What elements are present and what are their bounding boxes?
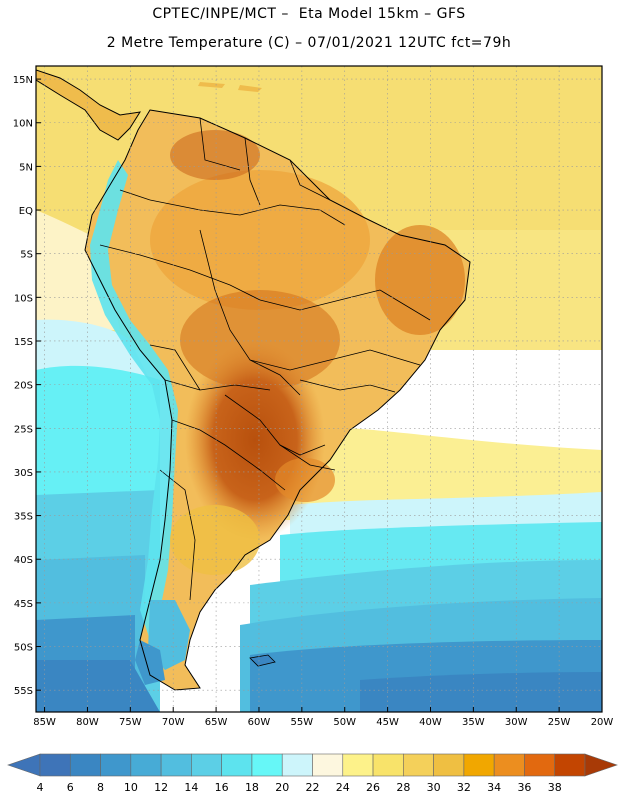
colorbar-label: 8: [97, 781, 104, 794]
lat-label: 55S: [14, 686, 33, 697]
longitude-labels: 85W 80W 75W 70W 65W 60W 55W 50W 45W 40W 35W 30W 25W 2…: [33, 707, 613, 728]
colorbar-swatch: [403, 753, 434, 777]
colorbar-label: 22: [306, 781, 320, 794]
lon-label: 35W: [462, 717, 485, 728]
colorbar-label: 34: [487, 781, 501, 794]
coastline: [84, 109, 471, 691]
lon-label: 60W: [248, 717, 271, 728]
colorbar-label: 24: [336, 781, 350, 794]
colorbar-swatch: [130, 753, 162, 777]
andes-cold-strip: [90, 160, 178, 640]
colorbar-swatch: [251, 753, 283, 777]
colorbar-label: 4: [37, 781, 44, 794]
colorbar-right-arrow: [584, 753, 618, 777]
lon-label: 80W: [76, 717, 99, 728]
colorbar-swatch: [372, 753, 404, 777]
country-borders: [99, 117, 431, 601]
lon-label: 50W: [333, 717, 356, 728]
colorbar-left-arrow: [7, 753, 41, 777]
colorbar-swatch: [281, 753, 313, 777]
lon-label: 40W: [419, 717, 442, 728]
colorbar-label: 20: [275, 781, 289, 794]
colorbar-swatch: [433, 753, 465, 777]
colorbar-swatch: [342, 753, 374, 777]
colorbar-swatch: [312, 753, 344, 777]
colorbar-swatch: [493, 753, 525, 777]
colorbar-label: 32: [457, 781, 471, 794]
colorbar-swatch: [463, 753, 495, 777]
lat-label: 45S: [14, 599, 33, 610]
colorbar-label: 12: [154, 781, 168, 794]
far-south-cold: [135, 640, 165, 685]
colorbar-label: 10: [124, 781, 138, 794]
lon-label: 70W: [162, 717, 185, 728]
uruguay-warm: [275, 458, 335, 502]
falkland-islands: [249, 654, 276, 667]
lat-label: 15S: [14, 337, 33, 348]
colorbar-label: 28: [396, 781, 410, 794]
lat-label: 40S: [14, 555, 33, 566]
amazon-warm: [150, 170, 370, 310]
pacific-band-3: [36, 365, 160, 520]
colorbar-swatch: [554, 753, 586, 777]
lat-label: 15N: [13, 75, 33, 86]
central-america-coast: [36, 69, 141, 141]
lat-label: 30S: [14, 468, 33, 479]
lat-label: 5N: [19, 162, 33, 173]
caribbean-islands: [198, 82, 262, 92]
colorbar-label: 18: [245, 781, 259, 794]
latitude-labels: 15N 10N 5N EQ 5S 10S 15S 20S 25S 30S 35S 40S 45S 50S 5…: [13, 75, 41, 697]
colorbar-label: 30: [427, 781, 441, 794]
lat-label: EQ: [19, 206, 33, 217]
colorbar-label: 16: [215, 781, 229, 794]
colorbar-swatch: [160, 753, 192, 777]
map-frame: [35, 65, 603, 713]
colorbar-swatch: [100, 753, 132, 777]
colorbar-label: 14: [184, 781, 198, 794]
chart-title-line-2: 2 Metre Temperature (C) – 07/01/2021 12U…: [106, 35, 512, 51]
lat-label: 10N: [13, 119, 33, 130]
colorbar-label: 36: [517, 781, 531, 794]
colorbar-swatch: [191, 753, 222, 777]
colorbar-label: 6: [67, 781, 74, 794]
colorbar-swatch: [524, 753, 556, 777]
lon-label: 65W: [205, 717, 228, 728]
lon-label: 85W: [33, 717, 56, 728]
lat-label: 20S: [14, 381, 33, 392]
lon-label: 25W: [548, 717, 571, 728]
chart-title-line-1: CPTEC/INPE/MCT – Eta Model 15km – GFS: [152, 6, 466, 22]
lon-label: 20W: [591, 717, 614, 728]
ocean-band-south-atlantic-7: [360, 672, 602, 712]
lon-label: 55W: [291, 717, 314, 728]
lat-label: 35S: [14, 512, 33, 523]
lat-label: 5S: [20, 250, 33, 261]
argentina-south-warm: [170, 505, 260, 575]
colorbar-swatch: [221, 753, 253, 777]
colorbar-swatch: [69, 753, 101, 777]
colorbar-label: 26: [366, 781, 380, 794]
lat-label: 50S: [14, 643, 33, 654]
colorbar-label: 38: [548, 781, 562, 794]
lat-label: 10S: [14, 293, 33, 304]
pacific-band-7: [36, 660, 160, 712]
lon-label: 45W: [376, 717, 399, 728]
color-scale-bar: 4 6 8 10 12 14 16 18 20 22 24 26 28 30 32 34 36 38: [7, 753, 618, 794]
northeast-hot: [375, 225, 465, 335]
lat-label: 25S: [14, 424, 33, 435]
lon-label: 75W: [119, 717, 142, 728]
venezuela-hot: [170, 130, 260, 180]
lon-label: 30W: [505, 717, 528, 728]
colorbar-swatch: [39, 753, 71, 777]
